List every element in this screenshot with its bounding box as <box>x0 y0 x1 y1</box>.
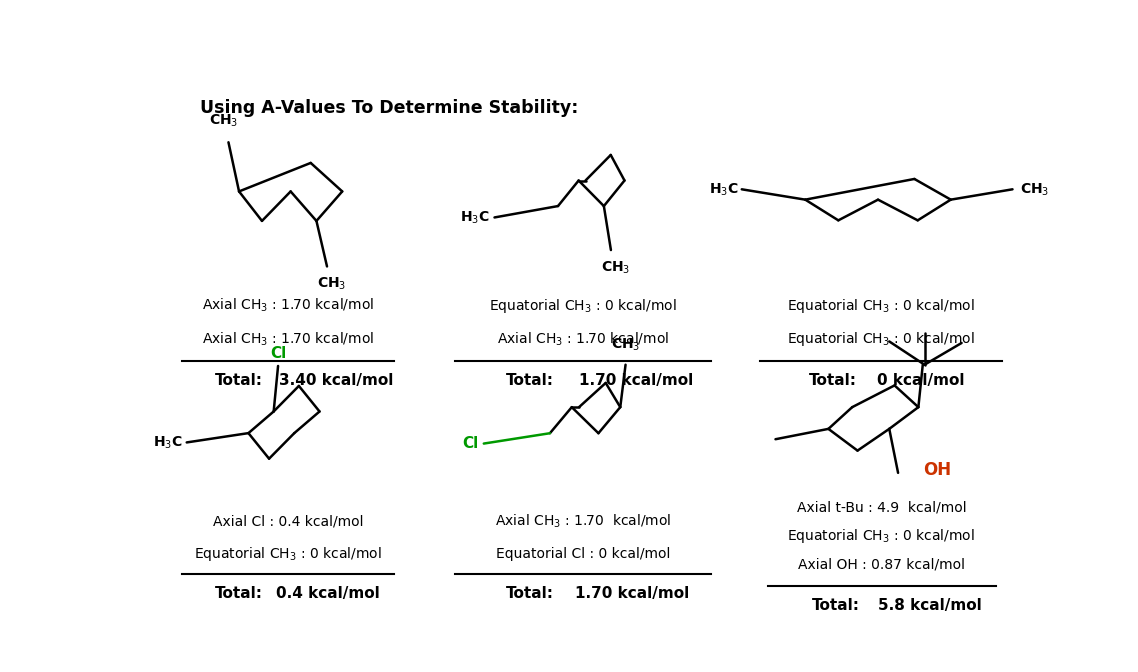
Text: 5.8 kcal/mol: 5.8 kcal/mol <box>877 598 982 614</box>
Text: Total:: Total: <box>506 373 554 388</box>
Text: Equatorial CH$_3$ : 0 kcal/mol: Equatorial CH$_3$ : 0 kcal/mol <box>787 297 975 314</box>
Text: OH: OH <box>923 461 951 479</box>
Text: Cl: Cl <box>270 346 286 361</box>
Text: Axial t-Bu : 4.9  kcal/mol: Axial t-Bu : 4.9 kcal/mol <box>797 501 966 515</box>
Text: Axial CH$_3$ : 1.70  kcal/mol: Axial CH$_3$ : 1.70 kcal/mol <box>495 513 671 530</box>
Text: Total:: Total: <box>215 373 263 388</box>
Text: Using A-Values To Determine Stability:: Using A-Values To Determine Stability: <box>199 99 578 117</box>
Text: Cl: Cl <box>462 436 478 451</box>
Text: H$_3$C: H$_3$C <box>154 434 183 451</box>
Text: CH$_3$: CH$_3$ <box>601 259 630 276</box>
Text: Equatorial CH$_3$ : 0 kcal/mol: Equatorial CH$_3$ : 0 kcal/mol <box>787 527 975 545</box>
Text: Total:: Total: <box>506 587 554 601</box>
Text: H$_3$C: H$_3$C <box>461 209 490 226</box>
Text: Equatorial CH$_3$ : 0 kcal/mol: Equatorial CH$_3$ : 0 kcal/mol <box>489 297 677 314</box>
Text: Equatorial Cl : 0 kcal/mol: Equatorial Cl : 0 kcal/mol <box>496 546 670 560</box>
Text: Axial CH$_3$ : 1.70 kcal/mol: Axial CH$_3$ : 1.70 kcal/mol <box>497 331 669 348</box>
Text: Axial CH$_3$ : 1.70 kcal/mol: Axial CH$_3$ : 1.70 kcal/mol <box>201 297 373 314</box>
Text: CH$_3$: CH$_3$ <box>1020 181 1049 198</box>
Text: Equatorial CH$_3$ : 0 kcal/mol: Equatorial CH$_3$ : 0 kcal/mol <box>787 331 975 348</box>
Text: CH$_3$: CH$_3$ <box>611 337 641 353</box>
Text: 0 kcal/mol: 0 kcal/mol <box>877 373 965 388</box>
Text: 3.40 kcal/mol: 3.40 kcal/mol <box>279 373 394 388</box>
Text: Total:: Total: <box>215 587 263 601</box>
Text: Total:: Total: <box>811 598 859 614</box>
Text: Equatorial CH$_3$ : 0 kcal/mol: Equatorial CH$_3$ : 0 kcal/mol <box>193 544 381 562</box>
Text: 0.4 kcal/mol: 0.4 kcal/mol <box>275 587 379 601</box>
Text: Axial Cl : 0.4 kcal/mol: Axial Cl : 0.4 kcal/mol <box>213 515 363 528</box>
Text: 1.70 kcal/mol: 1.70 kcal/mol <box>575 587 688 601</box>
Text: Total:: Total: <box>809 373 857 388</box>
Text: 1.70 kcal/mol: 1.70 kcal/mol <box>579 373 693 388</box>
Text: Axial OH : 0.87 kcal/mol: Axial OH : 0.87 kcal/mol <box>798 558 965 571</box>
Text: CH$_3$: CH$_3$ <box>209 113 239 129</box>
Text: H$_3$C: H$_3$C <box>709 181 739 198</box>
Text: Axial CH$_3$ : 1.70 kcal/mol: Axial CH$_3$ : 1.70 kcal/mol <box>201 331 373 348</box>
Text: CH$_3$: CH$_3$ <box>316 276 346 292</box>
